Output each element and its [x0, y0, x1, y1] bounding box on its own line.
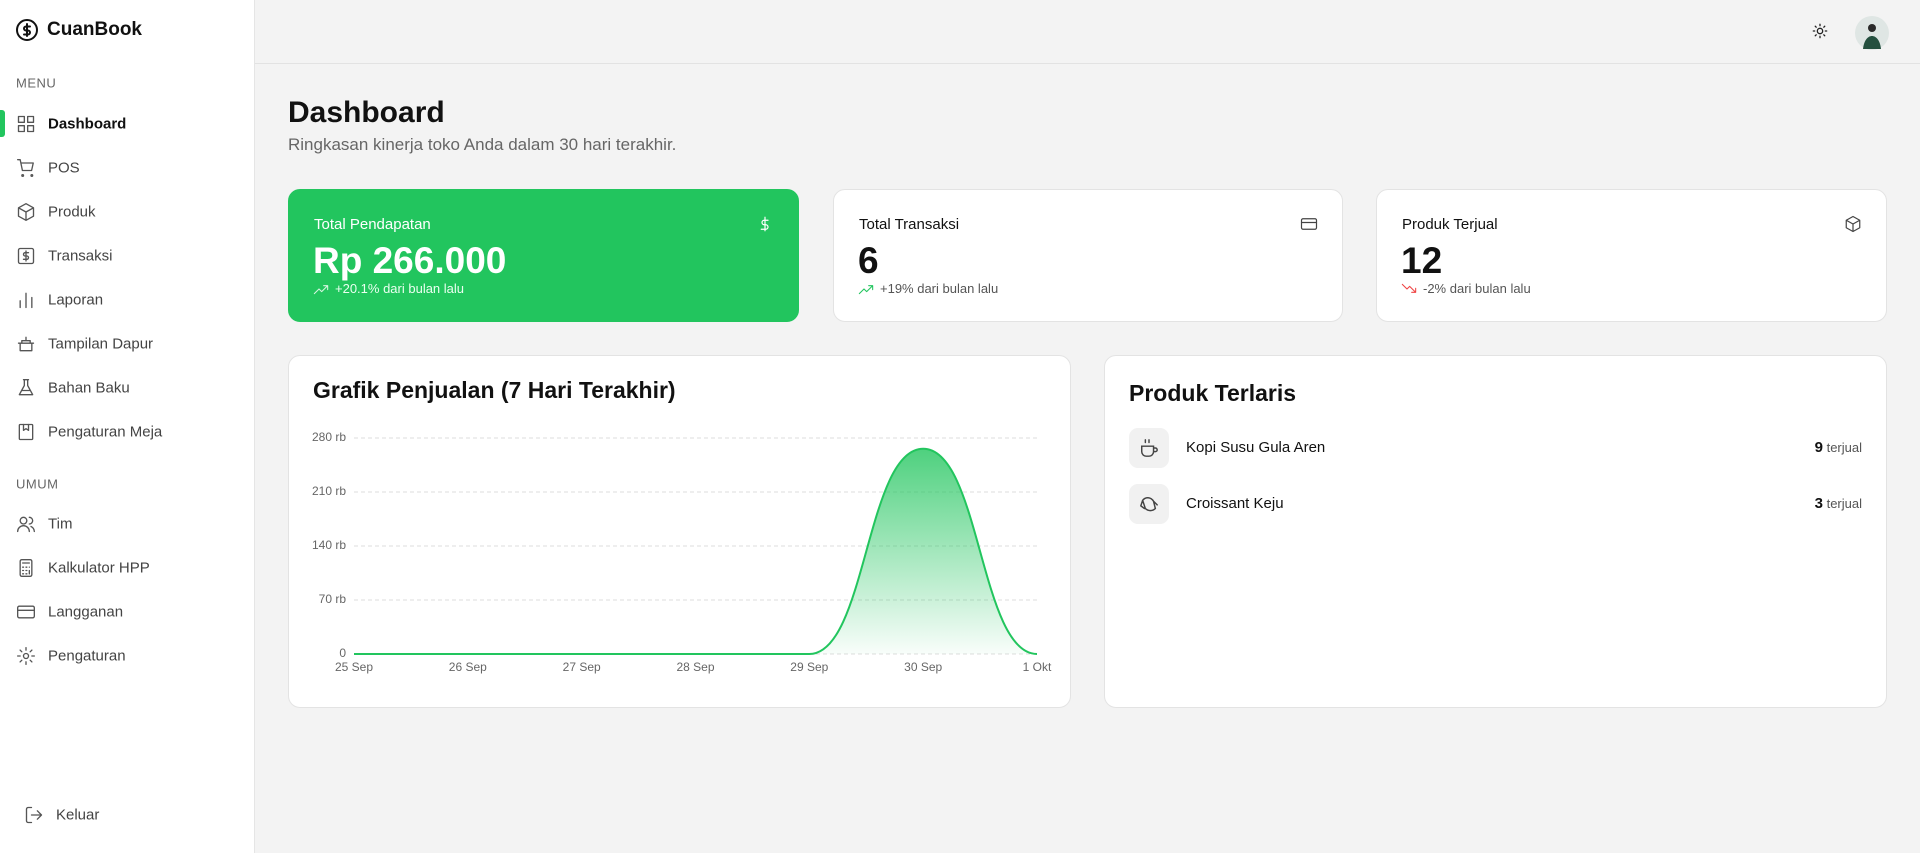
x-tick-label: 27 Sep — [563, 660, 601, 674]
nav-icon — [17, 336, 35, 352]
nav-icon — [17, 203, 35, 221]
stat-value: 6 — [858, 240, 879, 281]
nav-item[interactable]: Dashboard — [48, 115, 127, 133]
stat-value: 12 — [1401, 240, 1443, 281]
stat-icon — [1845, 215, 1861, 233]
product-unit: terjual — [1826, 496, 1862, 511]
stat-card: Total Pendapatan Rp 266.000 +20.1% dari … — [288, 189, 799, 322]
logout[interactable]: Keluar — [56, 806, 100, 824]
x-tick-label: 26 Sep — [449, 660, 487, 674]
product-icon — [1129, 428, 1169, 468]
stat-icon — [760, 216, 769, 232]
y-tick-label: 280 rb — [312, 430, 346, 444]
stat-icon — [1300, 218, 1318, 230]
y-tick-label: 70 rb — [319, 592, 347, 606]
trend-icon — [313, 285, 329, 295]
nav-icon — [17, 647, 35, 665]
sidebar: CuanBook MENU Dashboard POS Produk Trans… — [0, 0, 255, 853]
product-icon — [1129, 484, 1169, 524]
stat-card: Total Transaksi 6 +19% dari bulan lalu — [833, 189, 1343, 322]
nav-item[interactable]: Laporan — [48, 291, 104, 309]
product-name: Croissant Keju — [1186, 495, 1284, 512]
nav-item[interactable]: Pengaturan Meja — [48, 423, 163, 441]
stat-change: -2% dari bulan lalu — [1423, 281, 1531, 296]
product-count-row: 9 terjual — [1815, 439, 1862, 456]
trend-icon — [1401, 283, 1417, 293]
x-tick-label: 30 Sep — [904, 660, 942, 674]
general-heading: UMUM — [16, 476, 59, 492]
nav-icon — [19, 292, 33, 309]
y-tick-label: 0 — [339, 646, 346, 660]
chart-card: Grafik Penjualan (7 Hari Terakhir) 0 70 r… — [288, 355, 1071, 708]
nav-icon — [18, 423, 34, 441]
section-title: Produk Terlaris — [1129, 380, 1297, 406]
avatar[interactable] — [1854, 15, 1890, 51]
x-tick-label: 28 Sep — [676, 660, 714, 674]
nav-item[interactable]: Produk — [48, 203, 96, 221]
stat-value: Rp 266.000 — [313, 240, 507, 281]
y-tick-label: 210 rb — [312, 484, 346, 498]
product-unit: terjual — [1826, 440, 1862, 455]
x-tick-label: 1 Okt — [1023, 660, 1052, 674]
product-count-row: 3 terjual — [1815, 495, 1862, 512]
page-subtitle: Ringkasan kinerja toko Anda dalam 30 har… — [288, 135, 677, 154]
top-bar — [255, 0, 1920, 64]
nav-icon — [17, 115, 35, 133]
nav-icon — [18, 379, 34, 396]
nav-item[interactable]: Tim — [48, 515, 73, 533]
trend-icon — [858, 285, 874, 295]
stat-change: +19% dari bulan lalu — [880, 281, 999, 296]
nav-icon — [19, 559, 33, 577]
area — [354, 448, 1037, 654]
product-count: 9 — [1814, 439, 1823, 456]
logout-icon — [25, 806, 43, 824]
nav-item[interactable]: Bahan Baku — [48, 379, 130, 397]
nav-item[interactable]: Pengaturan — [48, 647, 126, 665]
top-products-card: Produk Terlaris Kopi Susu Gula Aren 9 te… — [1104, 355, 1887, 708]
chart-title: Grafik Penjualan (7 Hari Terakhir) — [313, 377, 676, 403]
stat-label: Total Transaksi — [859, 216, 960, 233]
y-tick-label: 140 rb — [312, 538, 346, 552]
logo-icon — [16, 19, 38, 41]
menu-heading: MENU — [16, 75, 57, 91]
page-title: Dashboard — [288, 96, 445, 129]
product-count: 3 — [1814, 495, 1823, 512]
nav-icon — [17, 159, 34, 177]
nav-item[interactable]: POS — [48, 159, 80, 177]
x-tick-label: 29 Sep — [790, 660, 828, 674]
active-indicator — [0, 110, 5, 137]
nav-icon — [17, 247, 35, 265]
chart: Grafik Penjualan (7 Hari Terakhir) 0 70 r… — [312, 377, 1052, 674]
nav-icon — [17, 516, 35, 533]
stat-card: Produk Terjual 12 -2% dari bulan lalu — [1376, 189, 1887, 322]
line — [353, 447, 1038, 655]
x-tick-label: 25 Sep — [335, 660, 373, 674]
nav-item[interactable]: Tampilan Dapur — [48, 335, 154, 353]
nav-item[interactable]: Transaksi — [48, 247, 113, 265]
nav-icon — [17, 605, 35, 619]
brand: CuanBook — [47, 19, 142, 40]
stat-change: +20.1% dari bulan lalu — [335, 281, 465, 296]
nav-item[interactable]: Langganan — [48, 603, 124, 621]
stat-label: Produk Terjual — [1402, 216, 1498, 233]
stat-label: Total Pendapatan — [314, 216, 431, 233]
product-name: Kopi Susu Gula Aren — [1186, 439, 1326, 456]
theme-toggle[interactable] — [1812, 23, 1828, 39]
nav-item[interactable]: Kalkulator HPP — [48, 559, 150, 577]
